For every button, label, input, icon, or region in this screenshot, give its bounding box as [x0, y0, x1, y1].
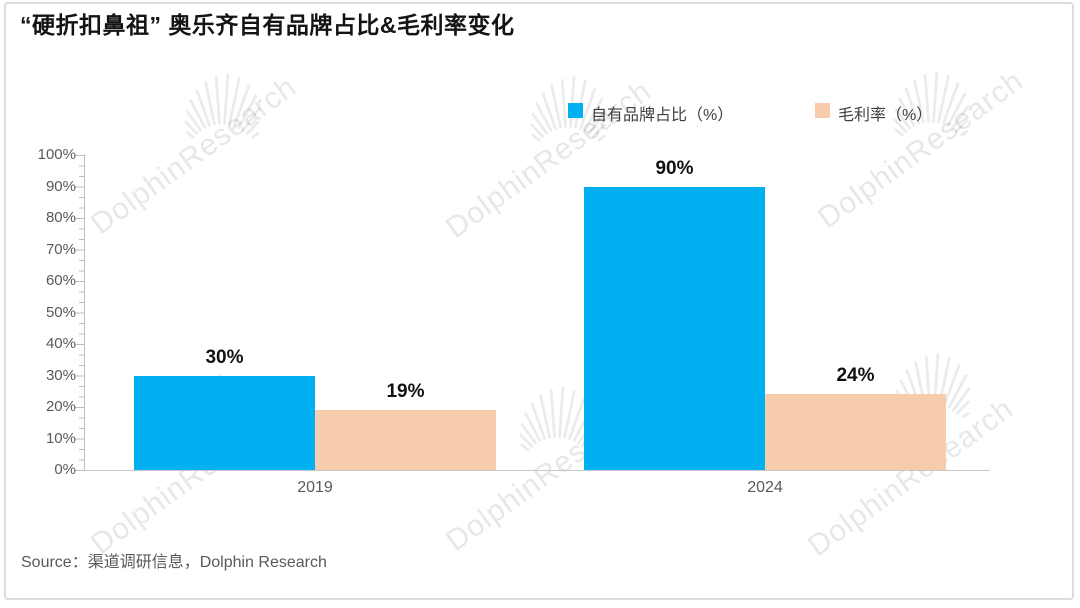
y-axis-tick-label: 90% [45, 177, 76, 195]
y-axis-line [84, 154, 85, 471]
source-note: Source：渠道调研信息，Dolphin Research [21, 554, 327, 571]
y-axis-tick-label: 60% [45, 272, 76, 289]
y-axis-tick-label: 20% [45, 398, 76, 415]
legend-label-gross-margin: 毛利率（%） [838, 107, 933, 124]
bar-value-label: 30% [205, 346, 244, 368]
legend-swatch-own-brand-share [568, 103, 583, 118]
x-axis-category-label: 2024 [747, 479, 783, 496]
x-axis-line [84, 470, 990, 471]
y-axis-tick-label: 0% [54, 461, 76, 478]
y-axis-tick-label: 80% [45, 209, 76, 226]
chart-title: “硬折扣鼻祖” 奥乐齐自有品牌占比&毛利率变化 [20, 12, 515, 38]
y-axis-tick-label: 10% [45, 429, 76, 447]
y-axis-tick-label: 40% [45, 335, 76, 352]
bar-value-label: 19% [386, 381, 425, 403]
y-axis-tick-label: 100% [37, 146, 76, 163]
y-axis-tick-label: 30% [45, 366, 76, 384]
x-axis-category-label: 2019 [297, 479, 333, 496]
bar-value-label: 24% [836, 365, 875, 387]
legend-label-own-brand-share: 自有品牌占比（%） [591, 107, 734, 124]
bar-series0-2019 [134, 375, 315, 470]
legend-swatch-gross-margin [815, 103, 830, 118]
bar-series0-2024 [584, 186, 765, 470]
bar-series1-2019 [315, 410, 496, 470]
bar-series1-2024 [765, 394, 946, 470]
y-axis-major-ticks [75, 155, 84, 472]
y-axis-tick-label: 70% [45, 240, 76, 258]
bar-value-label: 90% [655, 157, 694, 179]
y-axis-tick-label: 50% [45, 303, 76, 321]
